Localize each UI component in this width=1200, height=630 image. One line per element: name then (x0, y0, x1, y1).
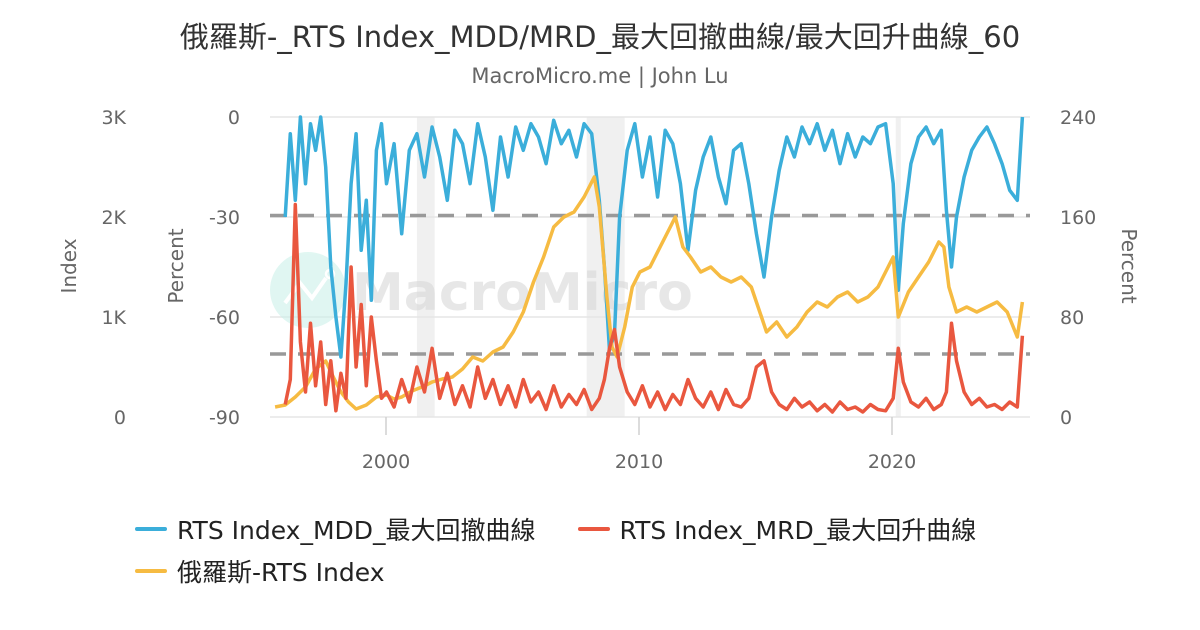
y-mrd-tick-160: 160 (1060, 207, 1096, 229)
y-mrd-tick-240: 240 (1060, 107, 1096, 129)
watermark: MacroMicro (270, 252, 693, 328)
legend-label-rts-index: 俄羅斯-RTS Index (177, 558, 385, 587)
recession-band (416, 117, 435, 417)
y-mrd-tick-0: 0 (1060, 407, 1072, 429)
x-tick-2020: 2020 (868, 451, 916, 473)
chart-subtitle: MacroMicro.me | John Lu (471, 64, 729, 88)
legend-item-rts-index[interactable]: 俄羅斯-RTS Index (135, 553, 384, 589)
y-index-tick-3k: 3K (101, 107, 126, 129)
y-index-tick-2k: 2K (101, 207, 126, 229)
legend-label-mrd: RTS Index_MRD_最大回升曲線 (619, 516, 977, 545)
legend-item-mdd[interactable]: RTS Index_MDD_最大回撤曲線 (135, 511, 536, 547)
y-index-title: Index (57, 238, 81, 293)
series-line-index[interactable] (274, 175, 1025, 411)
y-mrd-title: Percent (1117, 228, 1141, 303)
y-axis-mrd: 240 160 80 0 Percent (1060, 107, 1141, 429)
y-index-tick-0: 0 (114, 407, 126, 429)
y-axis-mdd: 0 -30 -60 -90 Percent (164, 107, 240, 429)
y-mdd-title: Percent (164, 228, 188, 303)
series-group (274, 115, 1025, 414)
x-tick-2010: 2010 (615, 451, 663, 473)
x-tick-2000: 2000 (362, 451, 410, 473)
legend-swatch-rts-index-icon (135, 569, 167, 573)
series-line-mrd[interactable] (283, 202, 1025, 414)
y-mdd-tick-90: -90 (209, 407, 240, 429)
x-axis: 2000 2010 2020 (362, 417, 916, 473)
y-mrd-tick-80: 80 (1060, 307, 1084, 329)
legend-swatch-mdd-icon (135, 527, 167, 531)
chart-title: 俄羅斯-_RTS Index_MDD/MRD_最大回撤曲線/最大回升曲線_60 (179, 20, 1021, 54)
series-line-mdd[interactable] (283, 115, 1025, 359)
y-mdd-tick-0: 0 (228, 107, 240, 129)
legend-item-mrd[interactable]: RTS Index_MRD_最大回升曲線 (577, 511, 977, 547)
legend-label-mdd: RTS Index_MDD_最大回撤曲線 (177, 516, 536, 545)
legend: RTS Index_MDD_最大回撤曲線 RTS Index_MRD_最大回升曲… (135, 508, 1095, 592)
reference-lines (270, 213, 1030, 356)
y-mdd-tick-30: -30 (209, 207, 240, 229)
y-index-tick-1k: 1K (101, 307, 126, 329)
legend-swatch-mrd-icon (577, 527, 610, 531)
y-mdd-tick-60: -60 (209, 307, 240, 329)
y-axis-index: 3K 2K 1K 0 Index (57, 107, 127, 429)
